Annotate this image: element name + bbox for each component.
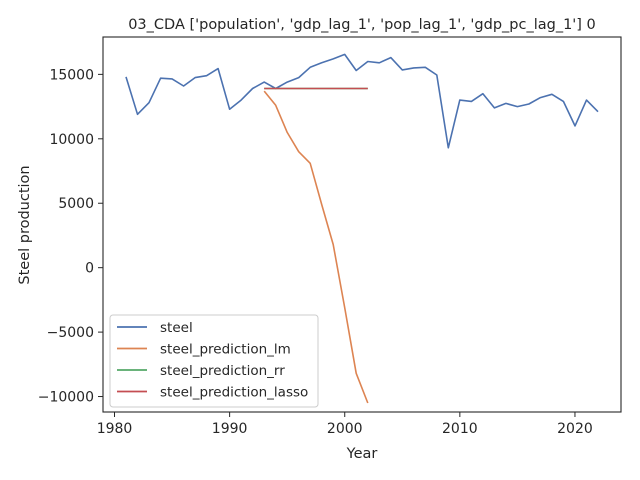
y-tick-label: 5000 — [58, 196, 94, 212]
y-tick-label: −5000 — [47, 325, 94, 341]
y-tick-label: 15000 — [49, 67, 94, 83]
legend-label: steel_prediction_lm — [160, 342, 291, 358]
legend-label: steel_prediction_rr — [160, 363, 285, 379]
legend-box — [109, 314, 319, 408]
chart-title: 03_CDA ['population', 'gdp_lag_1', 'pop_… — [128, 17, 596, 33]
series-layer — [125, 53, 599, 404]
legend-label: steel_prediction_lasso — [160, 385, 308, 401]
legend-label: steel — [160, 320, 193, 336]
y-tick-label: 0 — [85, 261, 94, 277]
x-axis-label: Year — [346, 446, 378, 462]
y-axis: −10000 −5000 0 5000 10000 15000 — [38, 67, 103, 406]
x-tick-label: 1990 — [212, 421, 248, 437]
legend: steel steel_prediction_lm steel_prediction… — [109, 314, 319, 408]
y-tick-label: −10000 — [38, 390, 94, 406]
y-tick-label: 10000 — [49, 132, 94, 148]
x-tick-label: 2020 — [557, 421, 593, 437]
y-axis-label: Steel production — [17, 165, 33, 284]
series-line-steel-prediction-lm — [263, 90, 369, 404]
series-line-steel — [125, 53, 599, 149]
x-tick-label: 2000 — [327, 421, 363, 437]
x-axis: 1980 1990 2000 2010 2020 — [97, 412, 593, 437]
x-tick-label: 2010 — [442, 421, 478, 437]
plot-frame — [102, 36, 622, 413]
x-tick-label: 1980 — [97, 421, 133, 437]
